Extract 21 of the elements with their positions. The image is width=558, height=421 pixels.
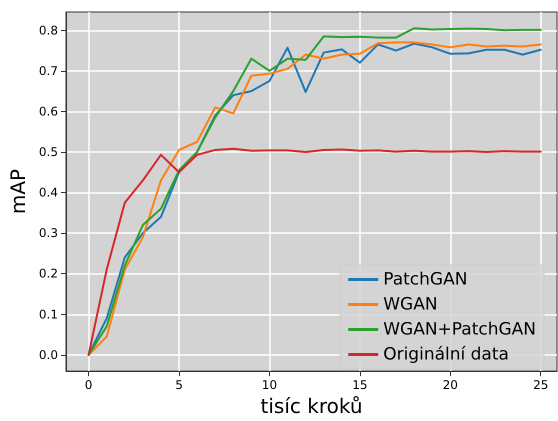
legend-label: WGAN+PatchGAN <box>383 320 536 340</box>
y-tick-label: 0.1 <box>38 307 58 322</box>
y-tick-label: 0.5 <box>38 144 58 159</box>
legend-label: PatchGAN <box>383 270 468 290</box>
y-tick-label: 0.8 <box>38 23 58 38</box>
y-tick-label: 0.2 <box>38 266 58 281</box>
legend-label: WGAN <box>383 294 438 314</box>
legend-label: Originální data <box>383 344 509 364</box>
x-axis-title: tisíc kroků <box>260 394 362 418</box>
y-tick-label: 0.3 <box>38 226 58 240</box>
x-tick-label: 0 <box>84 378 92 392</box>
y-tick-label: 0.7 <box>38 64 58 78</box>
y-tick-label: 0.0 <box>38 348 58 362</box>
y-tick-label: 0.6 <box>38 104 58 118</box>
x-tick-label: 15 <box>352 378 368 392</box>
x-tick-label: 25 <box>533 378 548 392</box>
y-axis-title: mAP <box>6 168 30 214</box>
y-tick-label: 0.4 <box>38 186 58 200</box>
x-tick-label: 10 <box>262 378 278 392</box>
x-tick-label: 5 <box>175 378 183 392</box>
x-tick-label: 20 <box>442 378 458 392</box>
